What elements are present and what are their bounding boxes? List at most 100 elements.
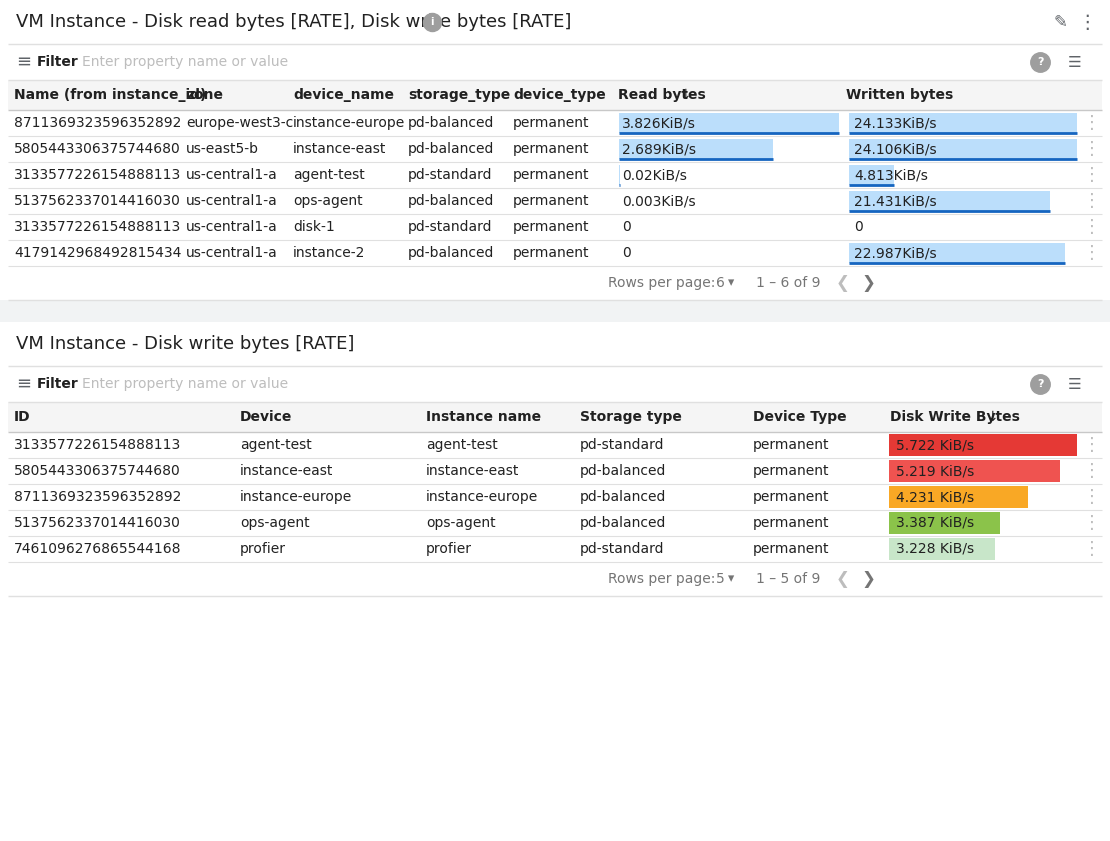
Text: instance-east: instance-east xyxy=(426,464,519,478)
Text: profier: profier xyxy=(240,542,286,556)
Text: permanent: permanent xyxy=(753,516,829,530)
Text: pd-balanced: pd-balanced xyxy=(581,516,666,530)
Text: ▾: ▾ xyxy=(728,277,734,289)
Text: ≡: ≡ xyxy=(17,375,31,393)
Text: storage_type: storage_type xyxy=(408,88,511,102)
Text: ⋮: ⋮ xyxy=(1083,488,1101,506)
Text: 3133577226154888113: 3133577226154888113 xyxy=(14,220,181,234)
Text: 5137562337014416030: 5137562337014416030 xyxy=(14,516,181,530)
Text: us-central1-a: us-central1-a xyxy=(186,246,278,260)
Bar xyxy=(889,486,1028,508)
Text: permanent: permanent xyxy=(513,220,589,234)
Text: Device: Device xyxy=(240,410,292,424)
Text: Filter: Filter xyxy=(37,55,79,69)
Text: 3133577226154888113: 3133577226154888113 xyxy=(14,168,181,182)
Text: Disk Write Bytes: Disk Write Bytes xyxy=(890,410,1020,424)
Text: agent-test: agent-test xyxy=(426,438,497,452)
Bar xyxy=(889,538,995,560)
Text: ❯: ❯ xyxy=(861,570,875,588)
Text: 5: 5 xyxy=(716,572,725,586)
Text: VM Instance - Disk write bytes [RATE]: VM Instance - Disk write bytes [RATE] xyxy=(16,335,354,353)
Text: ops-agent: ops-agent xyxy=(293,194,363,208)
Text: Rows per page:: Rows per page: xyxy=(608,572,715,586)
Text: 21.431KiB/s: 21.431KiB/s xyxy=(854,194,937,208)
Bar xyxy=(8,110,1102,136)
Text: ▾: ▾ xyxy=(728,573,734,585)
Text: 0.02KiB/s: 0.02KiB/s xyxy=(622,168,687,182)
Text: 7461096276865544168: 7461096276865544168 xyxy=(14,542,182,556)
Text: zone: zone xyxy=(186,88,223,102)
Text: 3.387 KiB/s: 3.387 KiB/s xyxy=(896,516,975,530)
Text: ⋮: ⋮ xyxy=(1083,462,1101,480)
Text: us-central1-a: us-central1-a xyxy=(186,168,278,182)
Text: ⋮: ⋮ xyxy=(1083,192,1101,210)
Text: agent-test: agent-test xyxy=(293,168,365,182)
Text: ops-agent: ops-agent xyxy=(426,516,496,530)
Bar xyxy=(619,139,774,159)
Text: VM Instance - Disk read bytes [RATE], Disk write bytes [RATE]: VM Instance - Disk read bytes [RATE], Di… xyxy=(16,13,572,31)
Bar xyxy=(8,458,1102,484)
Text: 1 – 6 of 9: 1 – 6 of 9 xyxy=(756,276,820,290)
Text: ⋮: ⋮ xyxy=(1077,13,1097,31)
Text: 5.722 KiB/s: 5.722 KiB/s xyxy=(896,438,973,452)
Text: Name (from instance_id): Name (from instance_id) xyxy=(14,88,206,102)
Text: us-central1-a: us-central1-a xyxy=(186,220,278,234)
Text: instance-europe: instance-europe xyxy=(240,490,352,504)
Text: 3133577226154888113: 3133577226154888113 xyxy=(14,438,181,452)
Text: 0: 0 xyxy=(622,220,630,234)
Text: 8711369323596352892: 8711369323596352892 xyxy=(14,490,181,504)
Text: device_name: device_name xyxy=(293,88,394,102)
Bar xyxy=(619,113,839,133)
Text: ❮: ❮ xyxy=(836,274,850,292)
Text: 4179142968492815434: 4179142968492815434 xyxy=(14,246,181,260)
Text: Device Type: Device Type xyxy=(753,410,847,424)
Text: Instance name: Instance name xyxy=(426,410,542,424)
Bar xyxy=(8,510,1102,536)
Text: ☰: ☰ xyxy=(1068,377,1082,392)
Text: 5137562337014416030: 5137562337014416030 xyxy=(14,194,181,208)
Text: ⋮: ⋮ xyxy=(1083,114,1101,132)
Text: 5805443306375744680: 5805443306375744680 xyxy=(14,464,181,478)
Bar xyxy=(889,434,1077,456)
Text: europe-west3-c: europe-west3-c xyxy=(186,116,293,130)
Bar xyxy=(8,162,1102,188)
Text: pd-balanced: pd-balanced xyxy=(408,194,494,208)
Text: Read bytes: Read bytes xyxy=(618,88,706,102)
Text: ≡: ≡ xyxy=(17,53,31,71)
Text: ⋮: ⋮ xyxy=(1083,140,1101,158)
Bar xyxy=(8,44,1102,80)
Text: ↓: ↓ xyxy=(986,410,998,424)
Text: ?: ? xyxy=(1037,379,1043,389)
Text: ⋮: ⋮ xyxy=(1083,166,1101,184)
Bar xyxy=(8,214,1102,240)
Text: instance-east: instance-east xyxy=(240,464,333,478)
Text: permanent: permanent xyxy=(753,438,829,452)
Text: pd-balanced: pd-balanced xyxy=(408,116,494,130)
Text: permanent: permanent xyxy=(753,464,829,478)
Text: us-east5-b: us-east5-b xyxy=(186,142,259,156)
Text: 3.228 KiB/s: 3.228 KiB/s xyxy=(896,542,975,556)
Text: ⋮: ⋮ xyxy=(1083,540,1101,558)
Text: pd-balanced: pd-balanced xyxy=(408,142,494,156)
Bar xyxy=(8,80,1102,110)
Text: pd-balanced: pd-balanced xyxy=(408,246,494,260)
Text: permanent: permanent xyxy=(513,142,589,156)
Text: permanent: permanent xyxy=(753,542,829,556)
Text: permanent: permanent xyxy=(753,490,829,504)
Bar xyxy=(8,536,1102,562)
Text: Filter: Filter xyxy=(37,377,79,391)
Text: 5805443306375744680: 5805443306375744680 xyxy=(14,142,181,156)
Text: 0.003KiB/s: 0.003KiB/s xyxy=(622,194,696,208)
Text: Rows per page:: Rows per page: xyxy=(608,276,715,290)
Text: permanent: permanent xyxy=(513,194,589,208)
Text: i: i xyxy=(431,17,434,27)
Bar xyxy=(8,432,1102,458)
Text: 1 – 5 of 9: 1 – 5 of 9 xyxy=(756,572,820,586)
Text: 5.219 KiB/s: 5.219 KiB/s xyxy=(896,464,975,478)
Bar xyxy=(8,136,1102,162)
Text: agent-test: agent-test xyxy=(240,438,312,452)
Text: us-central1-a: us-central1-a xyxy=(186,194,278,208)
Bar xyxy=(849,191,1050,211)
Text: 6: 6 xyxy=(716,276,725,290)
Text: 24.133KiB/s: 24.133KiB/s xyxy=(854,116,937,130)
